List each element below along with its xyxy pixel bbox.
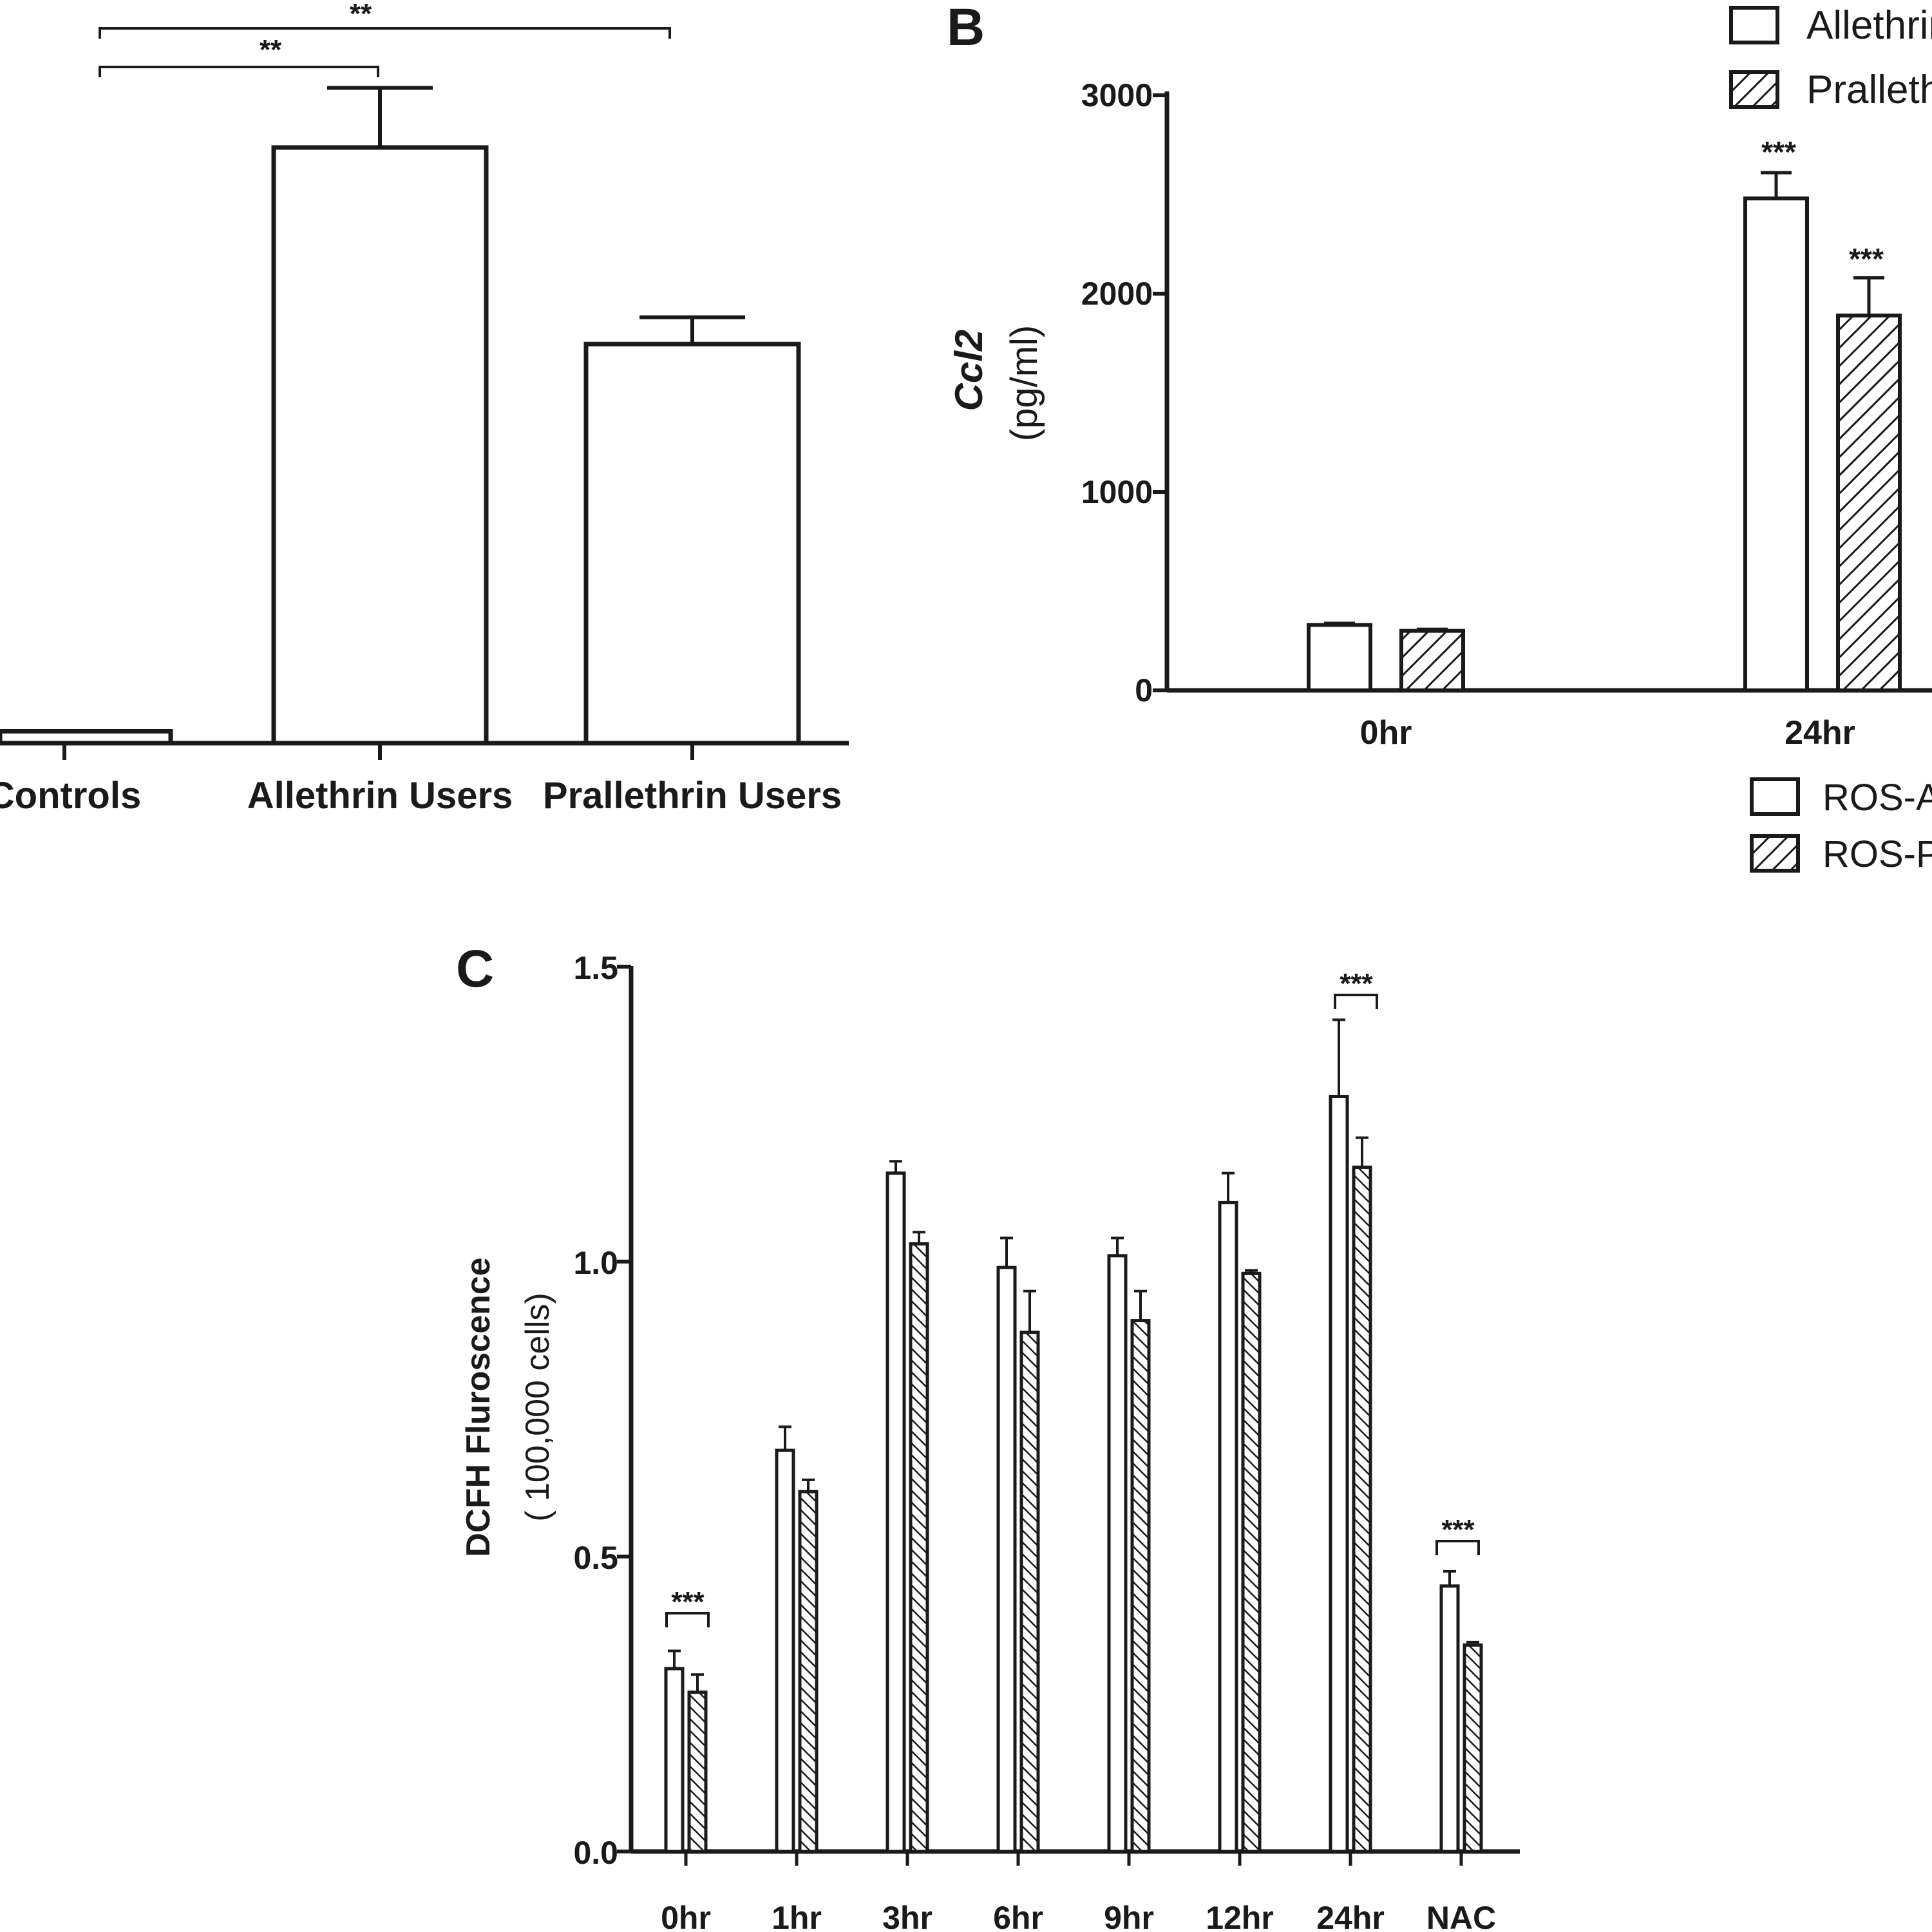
bar-prallethrin-0hr <box>1399 629 1465 692</box>
panel-a-chart: ** ** Controls Allethrin Users Prallethri… <box>0 0 849 817</box>
x-tick-label-nac: NAC <box>1426 1900 1496 1932</box>
significance-label-24hr: *** <box>1340 968 1373 999</box>
panel-c-letter: C <box>456 940 494 998</box>
x-tick-label-prallethrin-users: Prallethrin Users <box>543 775 842 817</box>
bar-ros-p-6hr <box>1019 1331 1040 1853</box>
panel-a-marks: ** ** <box>0 0 849 760</box>
bar-ros-a-6hr <box>996 1265 1017 1853</box>
bar-ros-p-9hr <box>1130 1319 1151 1853</box>
significance-label: ** <box>350 0 372 30</box>
legend-label-ros-a: ROS-A <box>1823 777 1932 819</box>
significance-label: ** <box>260 34 282 66</box>
bar-prallethrin-24hr <box>1836 313 1902 692</box>
panel-b-letter: B <box>947 0 985 57</box>
y-tick-label-1000: 1000 <box>1081 474 1153 510</box>
significance-bracket-24hr <box>1334 994 1378 1009</box>
bar-ros-a-3hr <box>886 1171 906 1853</box>
x-tick-label-24hr: 24hr <box>1316 1900 1385 1932</box>
bar-allethrin-users <box>271 145 489 746</box>
bar-allethrin-0hr <box>1307 623 1372 692</box>
bar-ros-a-24hr <box>1329 1095 1349 1853</box>
x-tick-label-0hr: 0hr <box>1360 714 1412 752</box>
panel-c-y-tick-labels: 1.5 1.0 0.5 0.0 <box>573 950 618 1871</box>
bar-ros-a-1hr <box>775 1448 795 1853</box>
y-tick-label-1-0: 1.0 <box>573 1245 618 1281</box>
bar-ros-p-0hr <box>687 1690 708 1853</box>
y-tick-label-0-5: 0.5 <box>573 1540 618 1576</box>
x-tick-label-3hr: 3hr <box>882 1900 933 1932</box>
panel-b-marks <box>1153 91 1932 693</box>
bar-allethrin-24hr <box>1743 196 1809 693</box>
legend-label-prallethrin: Prallethrin <box>1806 68 1932 112</box>
x-tick-label-controls: Controls <box>0 775 141 817</box>
significance-bracket-nac <box>1435 1540 1480 1555</box>
x-tick-label-1hr: 1hr <box>772 1900 822 1932</box>
significance-bracket-0hr <box>665 1612 710 1627</box>
significance-label-24hr-prallethrin: *** <box>1849 242 1884 276</box>
panel-a-x-tick-labels: Controls Allethrin Users Prallethrin Use… <box>0 775 842 817</box>
panel-c-chart: C DCFH Fluroscence ( 100,000 cells) 1.5 … <box>456 940 1520 1932</box>
legend-label-ros-p: ROS-P <box>1823 833 1932 875</box>
bar-controls <box>0 729 173 746</box>
bar-ros-a-12hr <box>1218 1200 1238 1853</box>
panel-c-significance: *** *** *** <box>671 968 1475 1618</box>
panel-b-significance: *** *** <box>1761 135 1884 276</box>
x-tick-label-6hr: 6hr <box>993 1900 1043 1932</box>
bar-ros-a-0hr <box>664 1667 685 1853</box>
bar-ros-p-24hr <box>1352 1165 1372 1853</box>
panel-c-y-axis-label-unit: ( 100,000 cells) <box>519 1293 556 1522</box>
bar-ros-p-1hr <box>798 1490 819 1853</box>
y-tick-label-0: 0 <box>1135 672 1153 708</box>
panel-b-y-axis-label-unit: (pg/ml) <box>1003 325 1045 441</box>
panel-c-x-tick-labels: 0hr 1hr 3hr 6hr 9hr 12hr 24hr NAC <box>661 1900 1496 1932</box>
significance-bracket <box>99 27 671 39</box>
panel-c-marks <box>617 965 1520 1866</box>
legend-label-allethrin: Allethrin <box>1806 3 1932 48</box>
bar-ros-p-nac <box>1463 1643 1483 1853</box>
x-tick-label-12hr: 12hr <box>1206 1900 1274 1932</box>
panel-b-legend-top: Allethrin Prallethrin <box>1729 3 1932 112</box>
bar-ros-a-nac <box>1439 1584 1460 1853</box>
legend-swatch-ros-p <box>1750 834 1800 873</box>
significance-label-nac: *** <box>1441 1514 1475 1546</box>
legend-swatch-allethrin <box>1729 6 1779 44</box>
significance-label-24hr-allethrin: *** <box>1761 135 1796 169</box>
x-tick-label-24hr: 24hr <box>1785 714 1855 752</box>
bar-ros-a-9hr <box>1107 1254 1128 1853</box>
y-tick-label-1-5: 1.5 <box>573 950 618 986</box>
panel-b-chart: B Ccl2 (pg/ml) 3000 2000 1000 0 0hr 24hr… <box>947 0 1932 875</box>
y-tick-label-2000: 2000 <box>1081 276 1153 312</box>
panel-b-x-tick-labels: 0hr 24hr <box>1360 714 1855 752</box>
legend-swatch-ros-a <box>1750 777 1800 816</box>
bar-ros-p-12hr <box>1241 1271 1262 1853</box>
significance-label-0hr: *** <box>671 1586 705 1618</box>
bar-ros-p-3hr <box>909 1242 929 1853</box>
panel-b-y-tick-labels: 3000 2000 1000 0 <box>1081 77 1153 708</box>
panel-c-y-axis-label: DCFH Fluroscence <box>460 1257 497 1557</box>
x-tick-label-9hr: 9hr <box>1104 1900 1154 1932</box>
bar-prallethrin-users <box>583 341 801 746</box>
x-tick-label-0hr: 0hr <box>661 1900 711 1932</box>
panel-b-y-axis-label-gene: Ccl2 <box>947 330 990 412</box>
legend-swatch-prallethrin <box>1729 70 1779 109</box>
y-tick-label-0-0: 0.0 <box>573 1835 618 1871</box>
significance-bracket <box>99 66 379 77</box>
panel-b-legend-bottom: ROS-A ROS-P <box>1750 777 1932 875</box>
x-tick-label-allethrin-users: Allethrin Users <box>247 775 513 817</box>
y-tick-label-3000: 3000 <box>1081 77 1153 113</box>
